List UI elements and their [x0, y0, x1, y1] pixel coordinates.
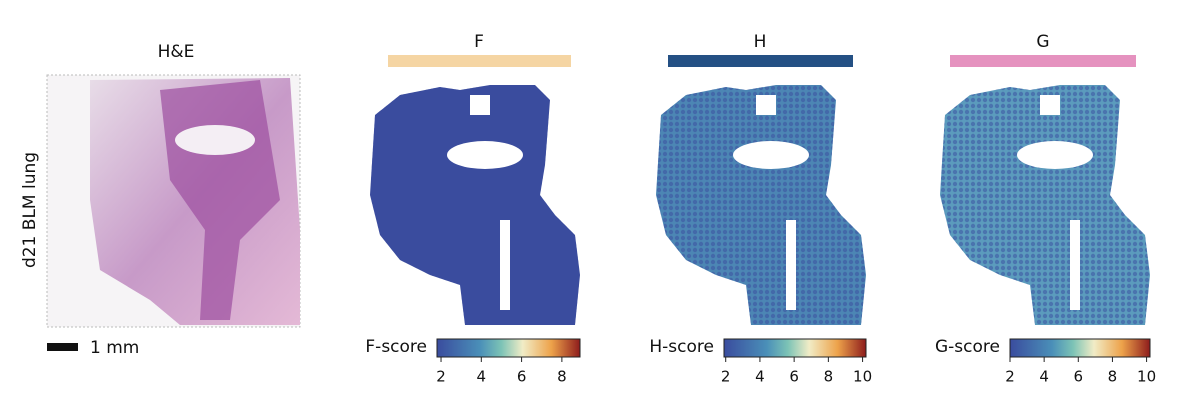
map-hole — [733, 141, 809, 169]
colorbar-tick-label: 4 — [477, 368, 487, 386]
map-hole — [756, 95, 776, 115]
colorbar-tick-label: 4 — [1039, 368, 1049, 386]
title-bar — [668, 55, 853, 67]
map-hole — [1070, 220, 1080, 310]
spot-map-texture — [370, 85, 580, 325]
title-bar — [388, 55, 571, 67]
map-hole — [470, 95, 490, 115]
colorbar-label: F-score — [365, 337, 427, 357]
panel-title: F — [474, 32, 484, 52]
panel-title: G — [1036, 32, 1049, 52]
colorbar-tick-label: 4 — [755, 368, 765, 386]
colorbar — [436, 338, 581, 358]
colorbar-tick-label: 8 — [557, 368, 567, 386]
map-hole — [500, 220, 510, 310]
colorbar-tick-label: 8 — [1108, 368, 1118, 386]
title-bar — [950, 55, 1136, 67]
colorbar-tick-label: 6 — [517, 368, 527, 386]
colorbar-label: H-score — [649, 337, 714, 357]
colorbar — [1009, 338, 1151, 358]
he-lumen — [175, 125, 255, 155]
map-hole — [447, 141, 523, 169]
colorbar-label: G-score — [935, 337, 1000, 357]
scale-label: 1 mm — [90, 338, 139, 358]
map-hole — [1040, 95, 1060, 115]
colorbar — [723, 338, 867, 358]
colorbar-tick-label: 6 — [1074, 368, 1084, 386]
spot-map-texture — [940, 85, 1150, 325]
panel-title: H&E — [158, 42, 195, 62]
colorbar-tick-label: 10 — [853, 368, 872, 386]
colorbar-tick-label: 6 — [789, 368, 799, 386]
spot-map-texture — [656, 85, 866, 325]
colorbar-tick-label: 8 — [824, 368, 834, 386]
row-label: d21 BLM lung — [20, 152, 40, 268]
colorbar-tick-label: 2 — [1005, 368, 1015, 386]
map-hole — [1017, 141, 1093, 169]
scale-bar — [47, 343, 78, 351]
colorbar-tick-label: 2 — [436, 368, 446, 386]
colorbar-tick-label: 2 — [721, 368, 731, 386]
map-hole — [786, 220, 796, 310]
colorbar-tick-label: 10 — [1137, 368, 1156, 386]
panel-title: H — [754, 32, 767, 52]
